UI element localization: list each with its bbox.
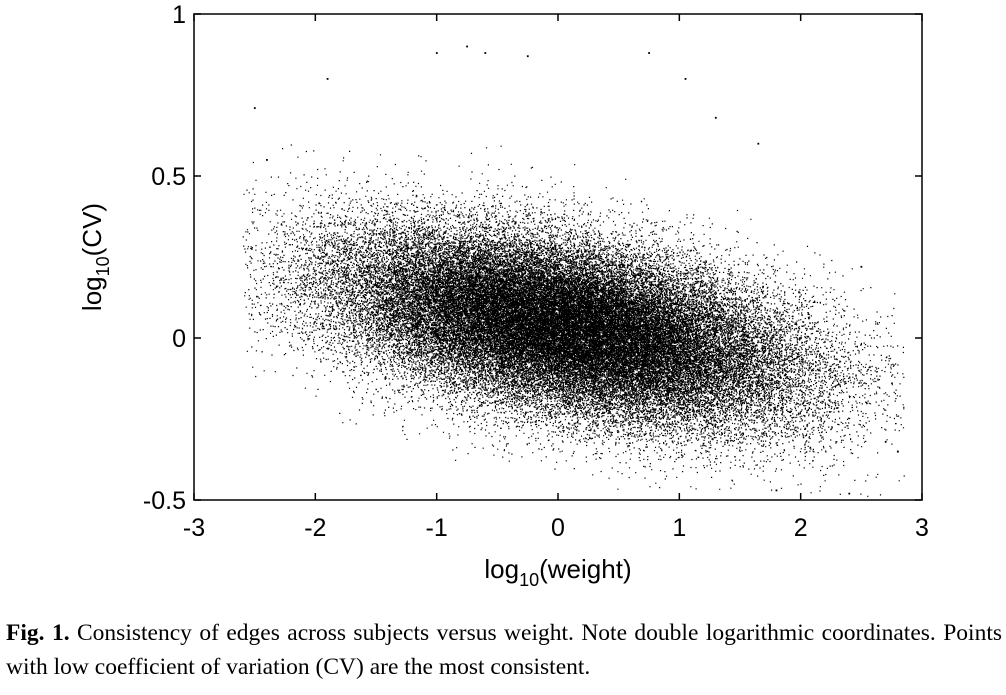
data-point [266, 159, 268, 161]
data-point [775, 489, 778, 492]
data-point [326, 78, 329, 80]
x-axis-label: log10(weight) [484, 554, 631, 590]
y-tick-label: 0.5 [151, 163, 186, 191]
data-point [757, 142, 760, 145]
x-tick-label: -3 [183, 514, 205, 542]
y-tick-label: -0.5 [143, 487, 186, 515]
x-tick-label: -1 [426, 514, 448, 542]
data-points [242, 45, 905, 497]
scatter-chart: -3 -2 -1 0 1 2 3 -0.5 0 0.5 1 log10(weight) log10(… [77, 1, 929, 590]
x-tick-label: 0 [551, 514, 565, 542]
data-point [714, 116, 717, 119]
data-point [484, 52, 487, 54]
x-tick-label: 3 [915, 514, 929, 542]
x-tick-label: 2 [794, 514, 808, 542]
axis-ticks: -3 -2 -1 0 1 2 3 -0.5 0 0.5 1 [143, 1, 929, 542]
data-point [253, 107, 256, 109]
figure-caption: Fig. 1. Consistency of edges across subj… [6, 616, 1002, 684]
data-point [435, 52, 438, 54]
data-point [526, 55, 529, 58]
x-tick-label: -2 [304, 514, 326, 542]
data-point [648, 52, 650, 54]
y-tick-label: 0 [172, 325, 186, 353]
caption-text: Consistency of edges across subjects ver… [6, 620, 1002, 680]
x-tick-label: 1 [672, 514, 686, 542]
y-axis-label: log10(CV) [77, 203, 113, 311]
data-point [884, 440, 887, 443]
y-tick-label: 1 [172, 1, 186, 29]
data-point [684, 78, 687, 80]
data-point [848, 492, 851, 495]
data-point [466, 45, 468, 48]
data-point [860, 265, 863, 268]
data-point [896, 450, 899, 453]
figure-label: Fig. 1. [6, 620, 70, 646]
scatter-cloud [242, 144, 905, 497]
